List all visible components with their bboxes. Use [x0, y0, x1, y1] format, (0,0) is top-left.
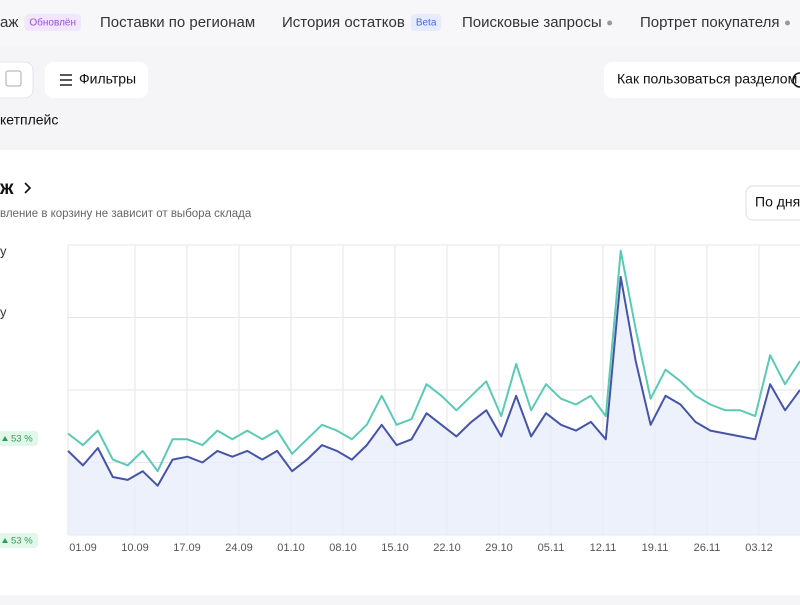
filters-button[interactable] — [45, 62, 148, 98]
nav-bar — [0, 0, 800, 46]
chevron[interactable] — [24, 182, 32, 194]
help-label: Как пользоваться разделом — [617, 71, 797, 87]
x-tick-label: 12.11 — [590, 542, 617, 554]
x-tick-label: 22.10 — [433, 542, 461, 554]
area-fill — [68, 276, 800, 535]
calendar-icon — [5, 70, 22, 87]
tab-badge-label: Обновлён — [29, 17, 76, 29]
date-button[interactable] — [0, 61, 34, 99]
badge — [0, 431, 38, 446]
x-tick-label: 08.10 — [329, 542, 357, 554]
nav-tab[interactable]: История остатков — [282, 14, 405, 31]
tab-badge-label: Beta — [416, 18, 437, 29]
badge-arrow — [2, 538, 8, 543]
nav-tabs: аж Обновлён Поставки по регионам История ос… — [0, 14, 790, 31]
filters-label: Фильтры — [79, 71, 136, 87]
x-tick-label: 03.12 — [745, 542, 773, 554]
x-tick-label: 17.09 — [173, 542, 201, 554]
tab-dot — [607, 20, 613, 26]
help-icon — [792, 72, 800, 88]
x-tick-label: 10.09 — [121, 542, 149, 554]
period-label: По дням — [755, 194, 800, 210]
chart: 01.09 10.09 17.09 24.09 01.10 08.10 15.10 22.10… — [67, 244, 800, 554]
x-tick-label: 05.11 — [538, 542, 565, 554]
nav-tab[interactable]: аж — [0, 14, 18, 31]
left-label: у — [0, 243, 7, 258]
tab-badge — [24, 14, 81, 31]
nav-tab[interactable]: Поставки по регионам — [100, 14, 255, 31]
nav-tab[interactable]: Портрет покупателя — [640, 14, 779, 31]
line-series — [67, 249, 800, 473]
badge-label: 53 % — [11, 536, 33, 547]
tab-badge — [410, 14, 442, 31]
x-tick-label: 15.10 — [381, 542, 409, 554]
card-subtitle: вление в корзину не зависит от выбора ск… — [0, 208, 252, 220]
badge-arrow — [2, 436, 8, 441]
card-title: ж — [0, 178, 14, 199]
filters-icon — [60, 74, 72, 86]
marketplace-label: кетплейс — [0, 112, 58, 128]
x-tick-label: 29.10 — [485, 542, 513, 554]
left-label: у — [0, 304, 7, 319]
x-tick-label: 01.10 — [277, 542, 305, 554]
badge-label: 53 % — [11, 434, 33, 445]
nav-tab[interactable]: Поисковые запросы — [462, 14, 602, 31]
badge — [0, 533, 38, 548]
x-tick-label: 19.11 — [642, 542, 669, 554]
line-series — [67, 275, 800, 487]
x-tick-label: 01.09 — [69, 542, 97, 554]
x-tick-label: 24.09 — [225, 542, 253, 554]
help-button[interactable] — [604, 62, 800, 98]
tab-dot — [784, 20, 790, 26]
period-button[interactable] — [745, 185, 800, 221]
x-tick-label: 26.11 — [694, 542, 721, 554]
